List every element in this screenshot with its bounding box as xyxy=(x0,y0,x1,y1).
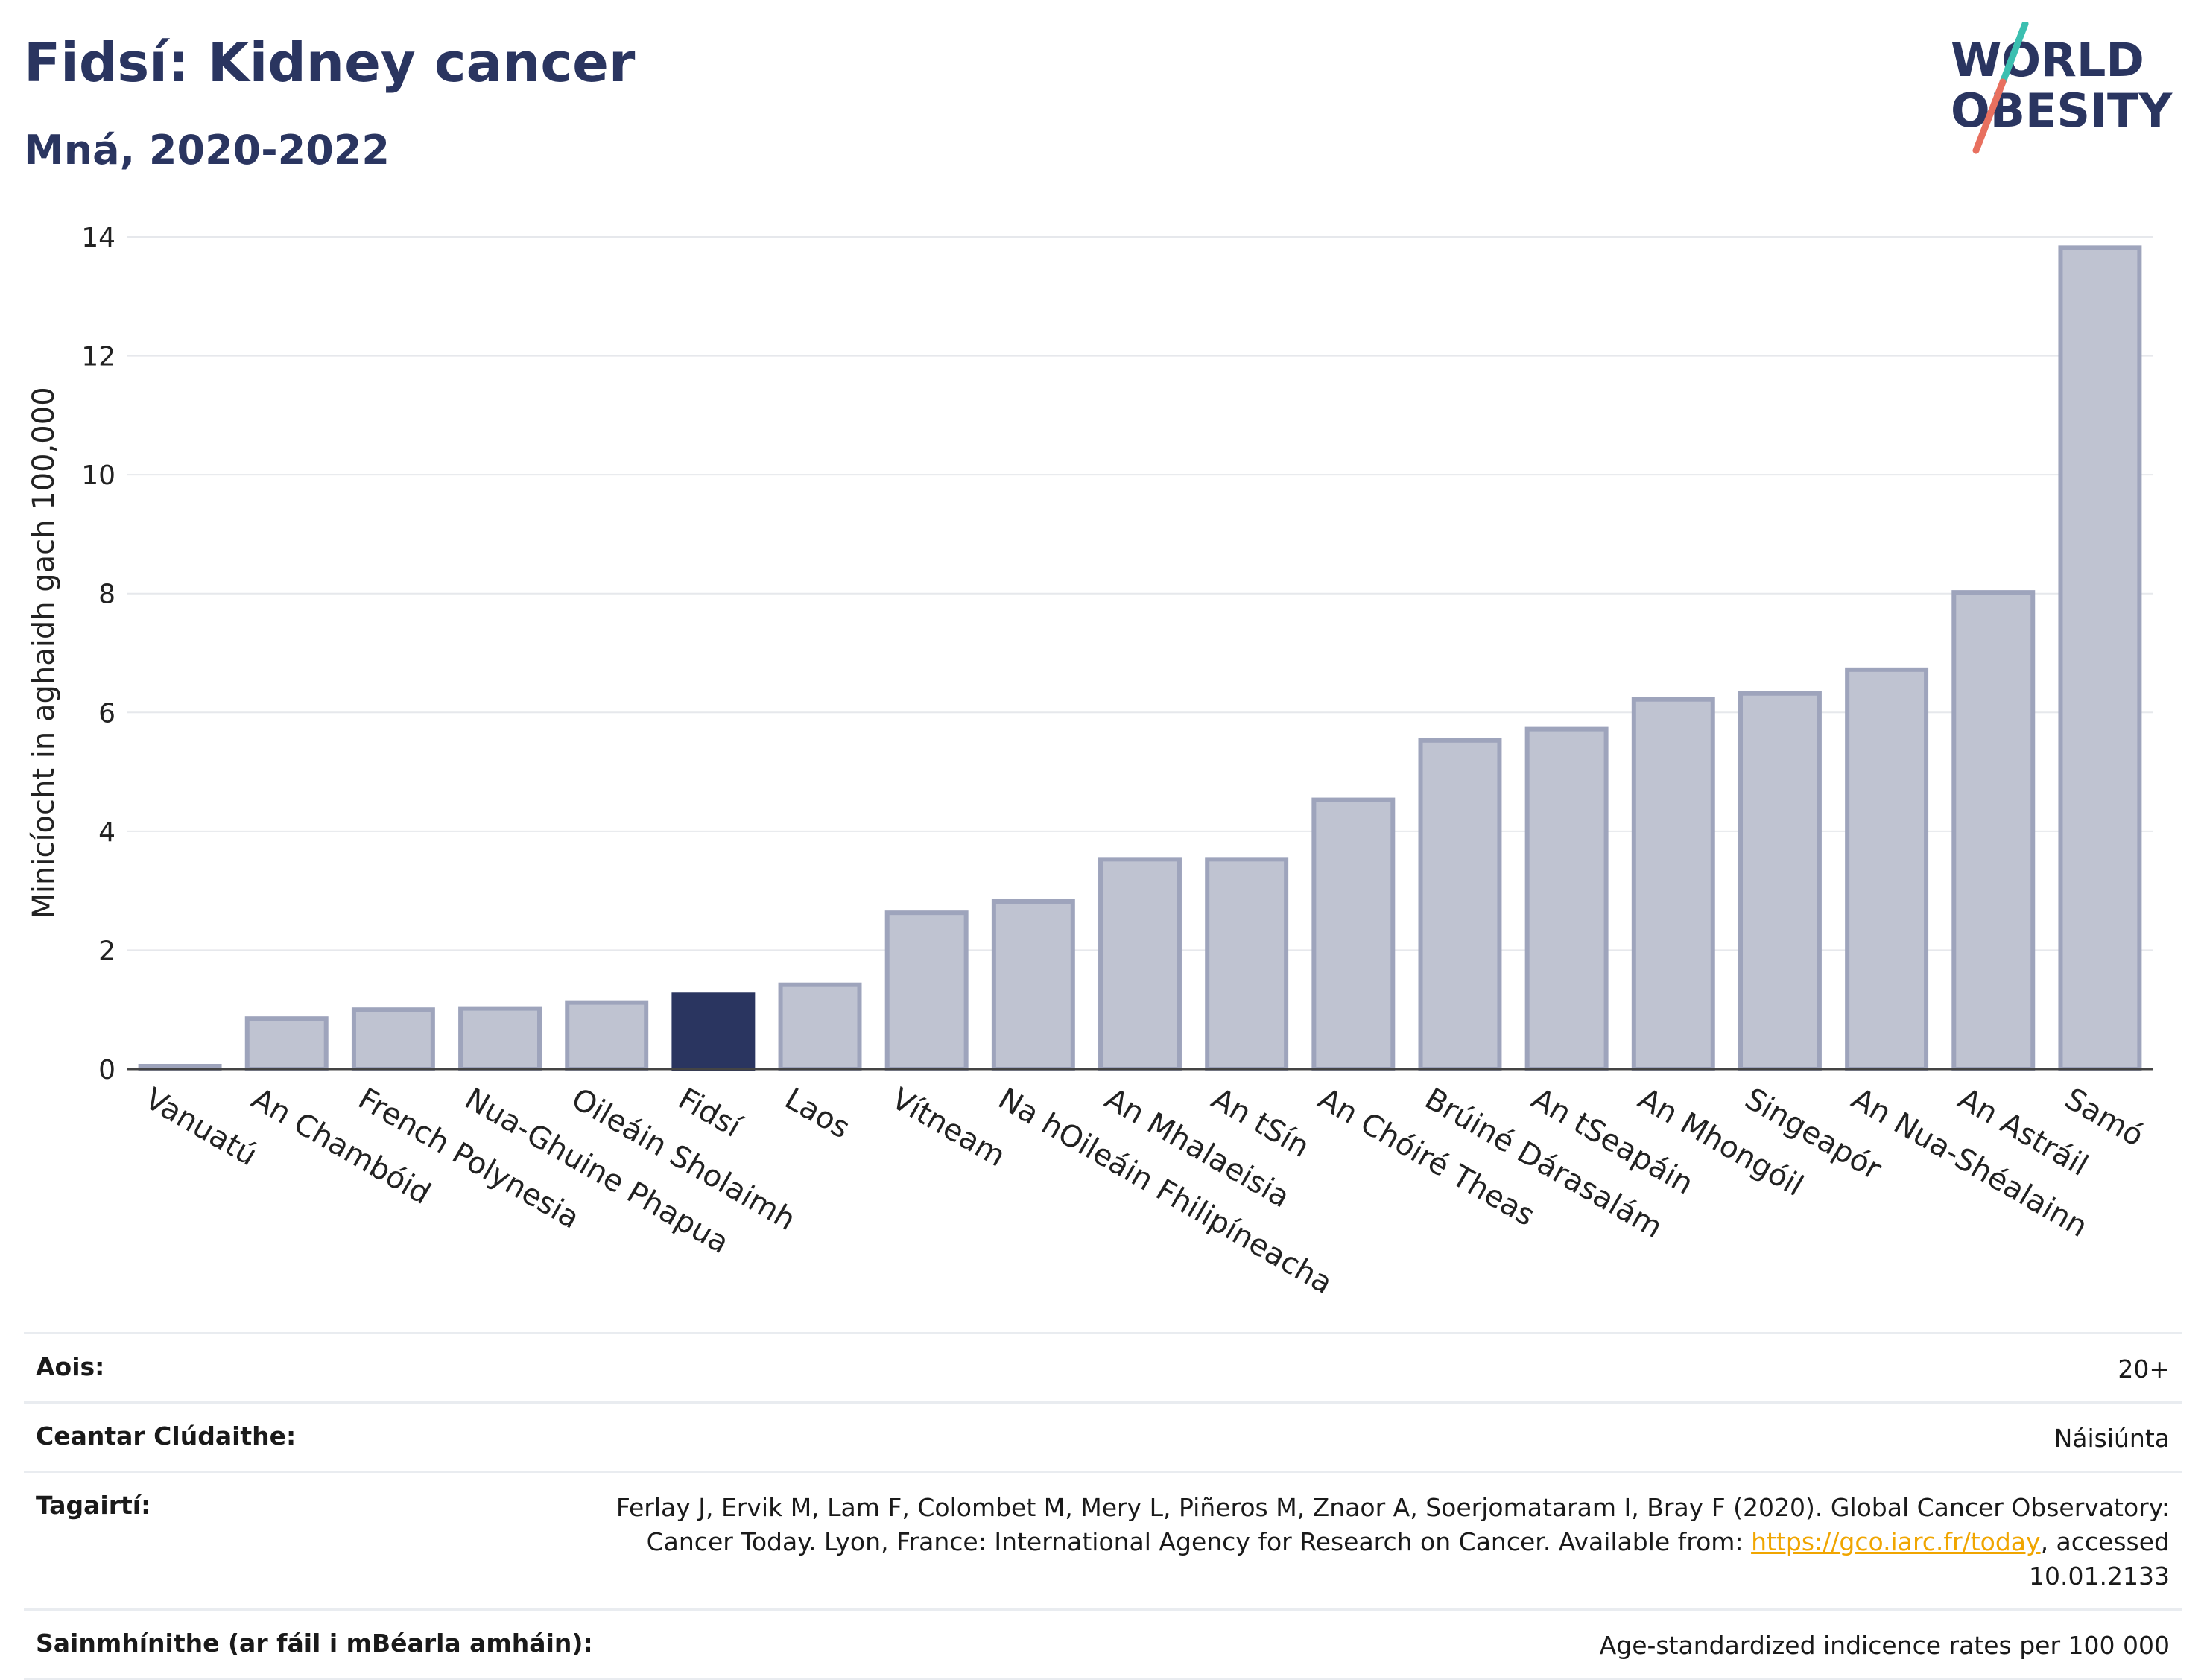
bar-2 xyxy=(244,1016,329,1071)
bar-17 xyxy=(1845,667,1929,1071)
chart-subtitle: Mná, 2020-2022 xyxy=(24,127,390,174)
info-row-coverage: Ceantar Clúdaithe: Náisiúnta xyxy=(24,1401,2182,1471)
bar-3 xyxy=(351,1007,435,1071)
y-tick-label: 12 xyxy=(81,342,115,373)
y-axis-label: Minicíocht in aghaidh gach 100,000 xyxy=(27,387,61,919)
info-value-definitions: Age-standardized indicence rates per 100… xyxy=(1599,1631,2170,1660)
info-row-definitions: Sainmhínithe (ar fáil i mBéarla amháin):… xyxy=(24,1608,2182,1680)
bar-10 xyxy=(1098,857,1182,1072)
x-tick-label: Vítneam xyxy=(886,1082,1011,1174)
y-tick-label: 10 xyxy=(81,460,115,491)
y-tick-label: 6 xyxy=(98,698,115,729)
bar-9 xyxy=(991,899,1075,1071)
bar-14 xyxy=(1524,726,1609,1072)
x-tick-label: Vanuatú xyxy=(139,1082,263,1173)
info-table: Aois: 20+ Ceantar Clúdaithe: Náisiúnta T… xyxy=(24,1332,2182,1680)
y-tick-label: 4 xyxy=(98,817,115,848)
y-tick-label: 8 xyxy=(98,580,115,610)
bar-13 xyxy=(1418,738,1502,1071)
info-value-age: 20+ xyxy=(2118,1354,2170,1383)
info-row-references: Tagairtí: Ferlay J, Ervik M, Lam F, Colo… xyxy=(24,1471,2182,1608)
info-label-coverage: Ceantar Clúdaithe: xyxy=(36,1421,297,1451)
x-tick-label: Laos xyxy=(779,1082,856,1146)
info-label-references: Tagairtí: xyxy=(36,1491,151,1520)
reference-accessed: , accessed 10.01.2133 xyxy=(2029,1527,2170,1591)
bar-4 xyxy=(458,1006,542,1071)
info-label-definitions: Sainmhínithe (ar fáil i mBéarla amháin): xyxy=(36,1629,593,1658)
bar-8 xyxy=(884,910,969,1071)
bar-19 xyxy=(2058,245,2142,1071)
reference-text: Ferlay J, Ervik M, Lam F, Colombet M, Me… xyxy=(615,1493,2170,1556)
x-tick-label: An Chambóid xyxy=(246,1082,437,1211)
y-tick-label: 2 xyxy=(98,936,115,966)
chart-title: Fidsí: Kidney cancer xyxy=(24,31,636,94)
reference-link[interactable]: https://gco.iarc.fr/today xyxy=(1751,1527,2041,1556)
bar-15 xyxy=(1631,697,1715,1071)
bar-16 xyxy=(1738,691,1822,1071)
logo-slash-bottom xyxy=(1972,78,2007,154)
bar-5 xyxy=(565,1000,649,1072)
bar-18 xyxy=(1951,590,2036,1071)
info-value-coverage: Náisiúnta xyxy=(2053,1424,2170,1453)
bar-6 xyxy=(671,992,756,1071)
bar-12 xyxy=(1311,797,1396,1071)
bar-chart: 0 2 4 6 8 10 12 14 Minicíocht in aghaidh gach 10… xyxy=(27,223,2153,1301)
info-row-age: Aois: 20+ xyxy=(24,1332,2182,1401)
world-obesity-logo: WORLD OBESITY xyxy=(1951,22,2173,154)
info-value-references: Ferlay J, Ervik M, Lam F, Colombet M, Me… xyxy=(605,1491,2170,1594)
y-tick-label: 0 xyxy=(98,1055,115,1085)
info-label-age: Aois: xyxy=(36,1352,105,1381)
logo-word-world: WORLD xyxy=(1951,33,2144,87)
logo-slash-top xyxy=(1999,22,2029,86)
x-tick-label: Fidsí xyxy=(672,1082,747,1145)
bar-7 xyxy=(778,982,862,1072)
bar-11 xyxy=(1205,857,1289,1072)
y-tick-label: 14 xyxy=(81,223,115,253)
